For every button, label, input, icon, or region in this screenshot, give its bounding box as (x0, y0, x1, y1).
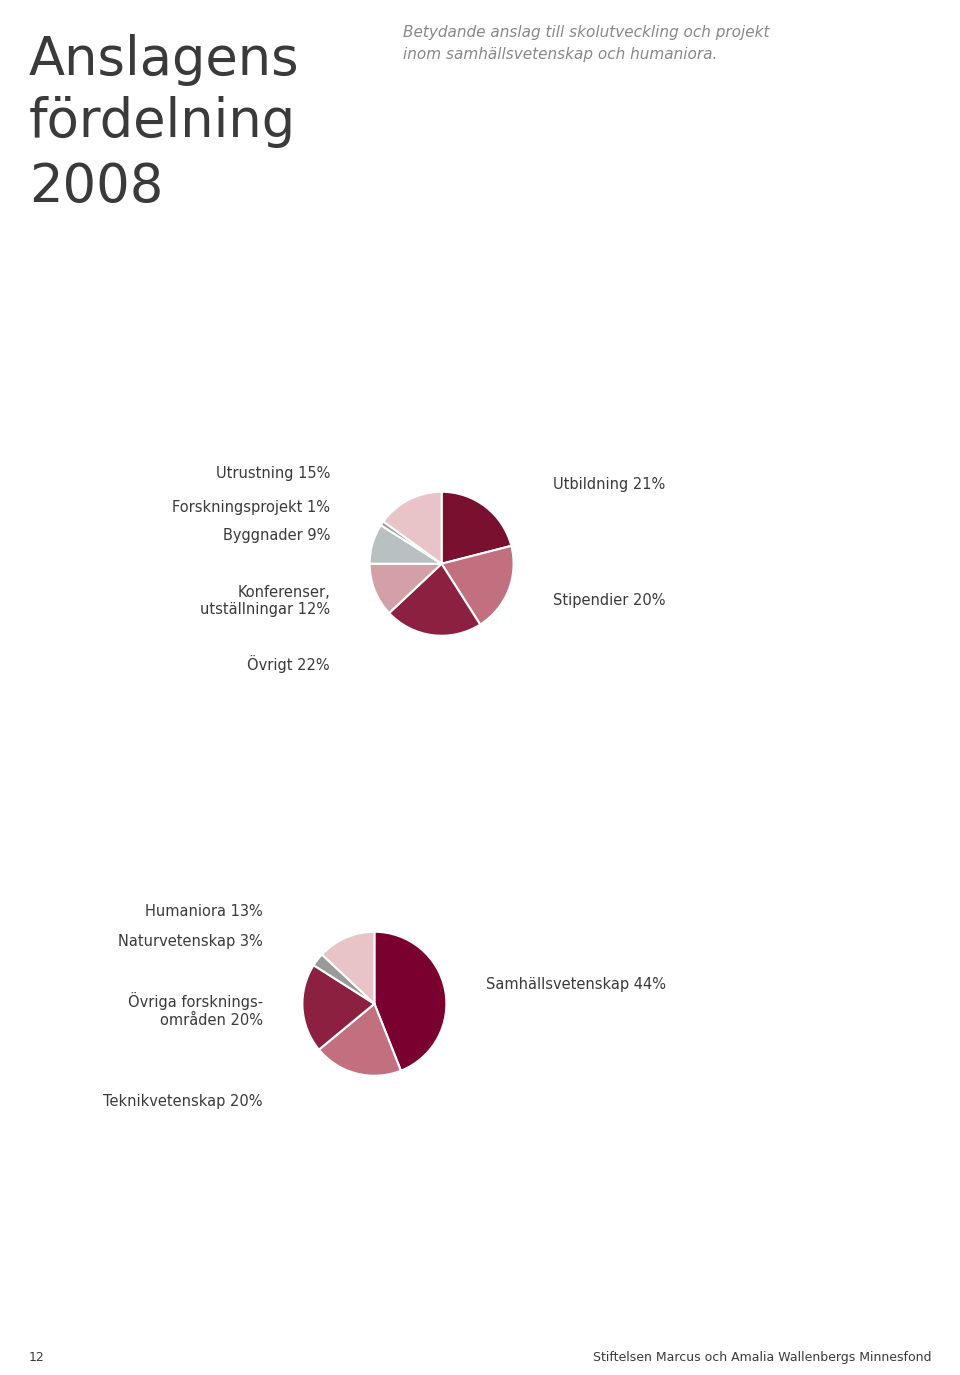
Text: Samhällsvetenskap 44%: Samhällsvetenskap 44% (486, 978, 666, 993)
Wedge shape (442, 546, 514, 624)
Wedge shape (381, 521, 442, 564)
Text: 12: 12 (29, 1352, 44, 1364)
Wedge shape (322, 932, 374, 1004)
Text: Stiftelsen Marcus och Amalia Wallenbergs Minnesfond: Stiftelsen Marcus och Amalia Wallenbergs… (592, 1352, 931, 1364)
Wedge shape (314, 954, 374, 1004)
Wedge shape (302, 965, 374, 1049)
Text: Konferenser,
utställningar 12%: Konferenser, utställningar 12% (200, 584, 330, 617)
Wedge shape (370, 564, 442, 613)
Wedge shape (374, 932, 446, 1071)
Wedge shape (383, 492, 442, 564)
Text: 2008: 2008 (29, 161, 163, 213)
Text: Forskningsprojekt 1%: Forskningsprojekt 1% (172, 499, 330, 514)
Wedge shape (319, 1004, 401, 1075)
Text: Byggnader 9%: Byggnader 9% (223, 528, 330, 543)
Text: Humaniora 13%: Humaniora 13% (145, 903, 263, 918)
Text: fördelning: fördelning (29, 96, 296, 148)
Text: Utbildning 21%: Utbildning 21% (553, 477, 665, 492)
Text: Naturvetenskap 3%: Naturvetenskap 3% (118, 935, 263, 950)
Wedge shape (389, 564, 480, 635)
Text: Övriga forsknings-
områden 20%: Övriga forsknings- områden 20% (128, 993, 263, 1027)
Text: Övrigt 22%: Övrigt 22% (248, 654, 330, 672)
Text: Teknikvetenskap 20%: Teknikvetenskap 20% (104, 1094, 263, 1108)
Wedge shape (370, 525, 442, 564)
Text: Betydande anslag till skolutveckling och projekt
inom samhällsvetenskap och huma: Betydande anslag till skolutveckling och… (403, 25, 770, 62)
Text: Stipendier 20%: Stipendier 20% (553, 594, 665, 608)
Wedge shape (442, 492, 512, 564)
Text: Utrustning 15%: Utrustning 15% (216, 466, 330, 481)
Text: Anslagens: Anslagens (29, 34, 300, 87)
